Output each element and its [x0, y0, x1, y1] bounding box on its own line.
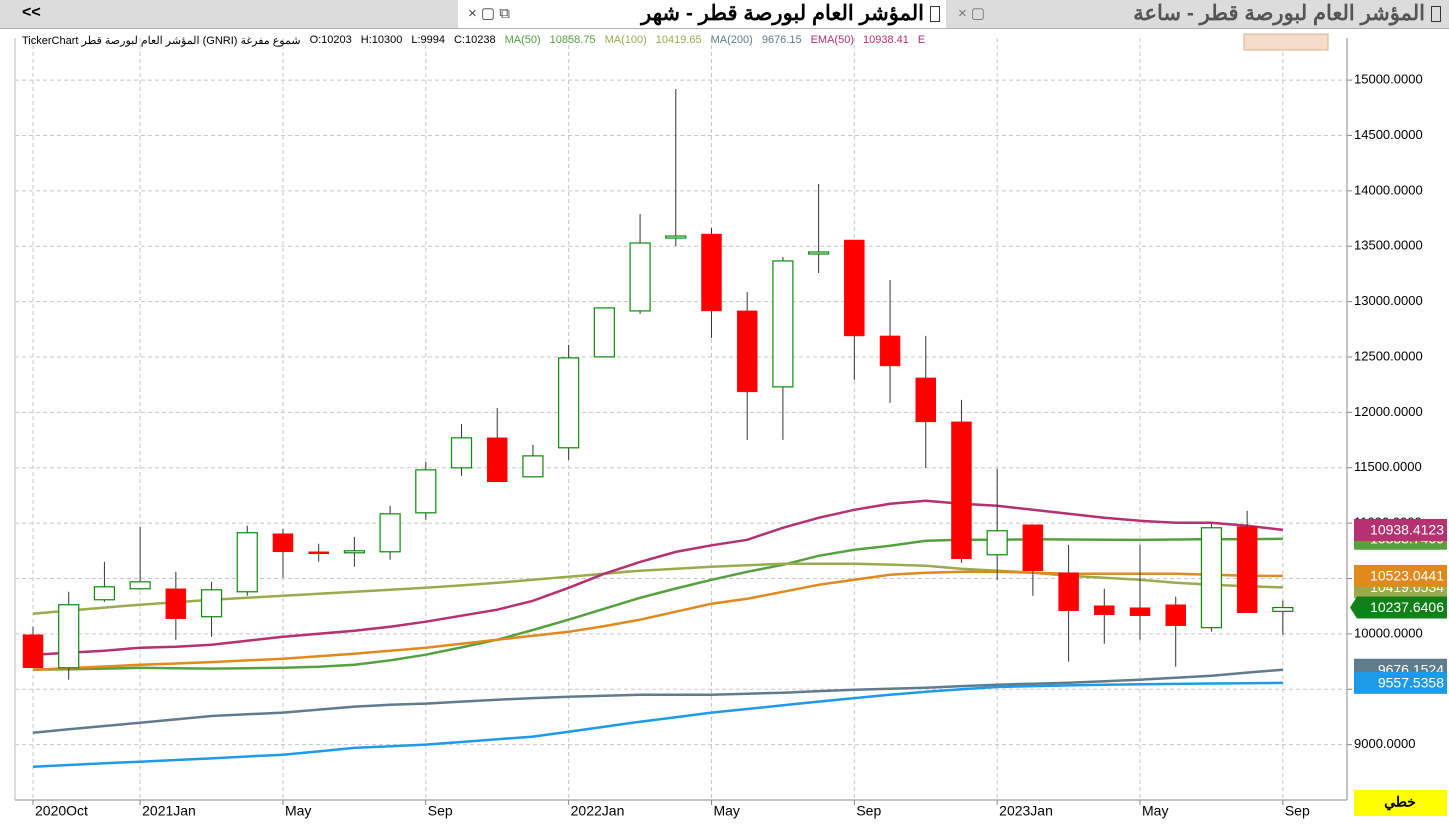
ma-line	[32, 681, 1283, 768]
ma-line	[32, 668, 1284, 734]
x-tick-label: May	[285, 803, 311, 819]
ohlc-label: L:9994	[411, 34, 446, 46]
y-tick-label: 13500.0000	[1354, 238, 1423, 253]
value-tag	[1354, 671, 1447, 694]
candle-body	[951, 421, 972, 560]
x-tick-label: Sep	[428, 803, 453, 819]
legend-value: 10858.75	[549, 34, 596, 46]
value-tag-label: 10237.6406	[1370, 599, 1444, 615]
x-tick-label: 2023Jan	[999, 803, 1053, 819]
y-tick-label: 12000.0000	[1354, 404, 1423, 419]
candle-body	[1058, 572, 1079, 611]
legend-more: E	[917, 34, 926, 46]
candle-body	[986, 530, 1008, 556]
candle-body	[1165, 604, 1186, 626]
candle-body	[308, 551, 329, 555]
value-tag-label: 10523.0441	[1370, 568, 1444, 584]
legend-entry: MA(200)	[710, 34, 753, 46]
tab-bar: << × ▢ ⧉ المؤشر العام لبورصة قطر - شهر ×…	[0, 0, 1449, 29]
candle-body	[165, 588, 187, 619]
legend: TickerChart المؤشر العام لبورصة قطر (GNR…	[22, 34, 934, 47]
legend-entry: MA(100)	[604, 34, 647, 46]
candle-body	[629, 242, 651, 312]
candle-body	[1022, 524, 1044, 571]
tab-icon	[1431, 6, 1441, 22]
legend-entry: EMA(50)	[810, 34, 854, 46]
candle-body	[772, 260, 794, 388]
candle-body	[236, 532, 258, 593]
tab-icons[interactable]: × ▢ ⧉	[468, 5, 510, 22]
candle-body	[558, 357, 580, 449]
ma-line	[32, 499, 1284, 656]
value-tag	[1350, 596, 1447, 619]
candle-body	[1272, 606, 1294, 612]
active-tab[interactable]: × ▢ ⧉ المؤشر العام لبورصة قطر - شهر	[458, 0, 946, 28]
tab-title[interactable]: المؤشر العام لبورصة قطر - ساعة	[1133, 2, 1425, 25]
y-tick-label: 15000.0000	[1354, 72, 1423, 87]
ohlc-label: C:10238	[454, 34, 496, 46]
candle-body	[844, 239, 865, 337]
x-tick-label: Sep	[1285, 803, 1310, 819]
candle-body	[450, 437, 473, 469]
style-label: خطي	[1384, 794, 1416, 811]
candle-body	[272, 533, 294, 553]
ohlc-label: O:10203	[309, 34, 352, 46]
candle-body	[93, 586, 116, 601]
y-tick-label: 14500.0000	[1354, 127, 1423, 142]
candle-body	[343, 550, 365, 554]
x-tick-label: Sep	[856, 803, 881, 819]
value-tag	[1354, 564, 1447, 587]
legend-value: 10938.41	[863, 34, 909, 46]
candle-body	[701, 233, 722, 312]
value-tag-label: 10938.4123	[1370, 522, 1444, 538]
ma-line	[32, 537, 1283, 671]
candle-body	[415, 469, 437, 514]
legend-info: TickerChart المؤشر العام لبورصة قطر (GNR…	[22, 35, 301, 47]
candle-body	[736, 310, 758, 393]
plot-area	[15, 38, 1347, 800]
y-tick-label: 9000.0000	[1354, 736, 1415, 751]
ohlc-label: H:10300	[360, 34, 403, 46]
candle-body	[879, 335, 901, 367]
candle-body	[379, 513, 401, 553]
candle-body	[58, 604, 80, 669]
tab-icon	[930, 6, 940, 22]
legend-entry: MA(50)	[504, 34, 541, 46]
candle-body	[22, 634, 44, 669]
candle-body	[1129, 607, 1151, 616]
y-tick-label: 11500.0000	[1354, 459, 1422, 474]
x-tick-label: May	[1142, 803, 1168, 819]
tab-icons[interactable]: × ▢	[958, 5, 986, 22]
legend-value: 10419.65	[655, 34, 702, 46]
candle-body	[1200, 527, 1223, 629]
legend-value: 9676.15	[761, 34, 802, 46]
candle-body	[1094, 605, 1115, 615]
y-tick-label: 10000.0000	[1354, 625, 1423, 640]
value-tag-label: 9557.5358	[1378, 675, 1444, 691]
candle-body	[200, 589, 223, 618]
candle-body	[1236, 526, 1258, 613]
x-tick-label: 2022Jan	[571, 803, 625, 819]
value-tag	[1354, 518, 1447, 541]
x-tick-label: 2021Jan	[142, 803, 196, 819]
y-tick-label: 12500.0000	[1354, 348, 1423, 363]
candle-body	[808, 251, 830, 255]
x-tick-label: May	[713, 803, 739, 819]
candle-body	[486, 437, 508, 483]
collapse-button[interactable]: <<	[22, 4, 41, 21]
tab-title: المؤشر العام لبورصة قطر - شهر	[641, 2, 924, 25]
y-tick-label: 14000.0000	[1354, 182, 1423, 197]
y-tick-label: 13000.0000	[1354, 293, 1423, 308]
style-box[interactable]	[1354, 790, 1447, 816]
candle-body	[915, 377, 936, 423]
x-tick-label: 2020Oct	[35, 803, 88, 819]
candle-body	[593, 307, 615, 358]
candle-body	[665, 235, 687, 239]
toolbar	[1243, 33, 1329, 51]
candle-body	[129, 581, 151, 590]
candle-body	[522, 455, 544, 478]
